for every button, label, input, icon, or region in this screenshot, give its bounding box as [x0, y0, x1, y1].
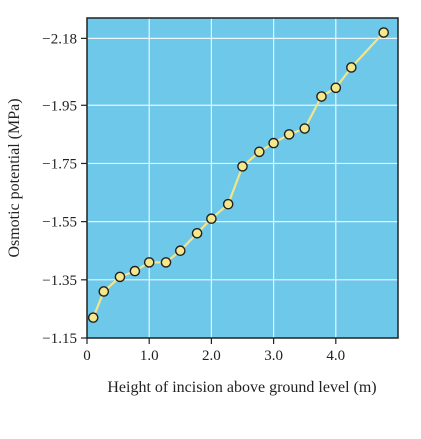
- y-axis-label: Osmotic potential (MPa): [6, 98, 23, 257]
- data-point: [237, 161, 248, 172]
- x-tick-label: 4.0: [326, 348, 345, 364]
- data-point: [316, 91, 327, 102]
- data-point: [299, 123, 311, 134]
- x-tick-label: 2.0: [202, 348, 221, 364]
- y-tick-label: −1.35: [42, 273, 77, 289]
- data-point: [253, 146, 265, 158]
- grid-lines: [87, 18, 398, 338]
- y-tick-label: −1.75: [42, 156, 77, 172]
- data-point: [191, 227, 203, 239]
- x-tick-label: 0: [83, 348, 91, 364]
- series-group: [87, 27, 389, 323]
- x-tick-label: 1.0: [140, 348, 159, 364]
- data-point: [268, 137, 279, 149]
- y-tick-label: −1.55: [42, 215, 77, 231]
- data-point: [143, 257, 155, 268]
- data-point: [330, 82, 342, 94]
- y-tick-label: −1.15: [42, 331, 77, 347]
- data-point: [222, 198, 234, 210]
- data-point: [346, 62, 357, 73]
- data-point: [98, 286, 110, 297]
- plot-frame: [86, 17, 399, 339]
- x-axis-label: Height of incision above ground level (m…: [107, 379, 376, 396]
- data-point: [206, 213, 217, 225]
- y-tick-label: −1.95: [42, 98, 77, 114]
- y-axis-ticks: −1.15 −1.35 −1.55 −1.75 −1.95 −2.18: [42, 31, 87, 347]
- data-point: [378, 27, 389, 38]
- data-point: [283, 129, 295, 140]
- x-tick-label: 3.0: [264, 348, 283, 364]
- x-axis-ticks: 0 1.0 2.0 3.0 4.0: [83, 338, 345, 364]
- y-tick-label: −2.18: [42, 31, 77, 47]
- data-point: [160, 257, 172, 268]
- data-point: [87, 312, 99, 323]
- plot-area: [87, 18, 398, 338]
- data-point: [129, 265, 141, 277]
- data-point: [174, 245, 186, 257]
- data-point: [114, 271, 126, 283]
